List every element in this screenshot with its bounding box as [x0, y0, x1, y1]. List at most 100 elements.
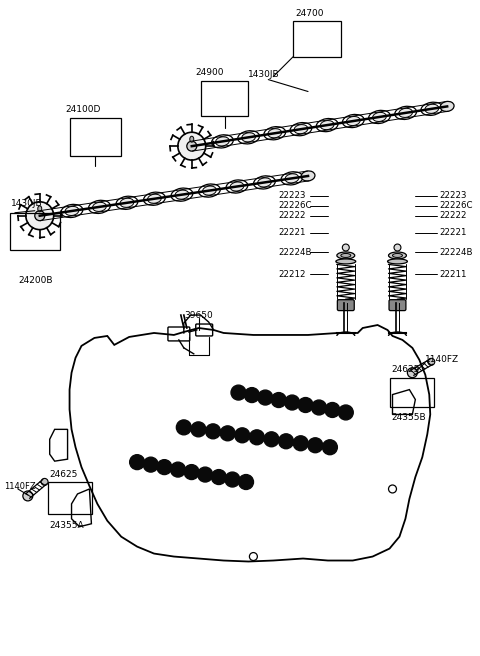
Text: 24100D: 24100D	[66, 105, 101, 114]
Circle shape	[187, 141, 197, 151]
FancyBboxPatch shape	[337, 300, 354, 310]
Circle shape	[278, 434, 294, 449]
Ellipse shape	[387, 259, 408, 264]
Circle shape	[178, 133, 206, 160]
Ellipse shape	[337, 252, 355, 259]
Ellipse shape	[242, 133, 255, 142]
Circle shape	[170, 462, 185, 477]
Text: 1430JB: 1430JB	[11, 199, 43, 209]
Bar	[293, 21, 341, 56]
Circle shape	[244, 388, 259, 403]
Text: 24900: 24900	[196, 68, 224, 77]
Text: 22222: 22222	[439, 211, 467, 220]
Ellipse shape	[425, 104, 439, 113]
Ellipse shape	[268, 129, 282, 138]
Ellipse shape	[258, 178, 271, 187]
Circle shape	[342, 244, 349, 251]
Ellipse shape	[190, 136, 194, 142]
Circle shape	[394, 244, 401, 251]
Circle shape	[312, 400, 326, 415]
Circle shape	[220, 426, 235, 441]
Circle shape	[225, 472, 240, 487]
Bar	[70, 118, 121, 156]
Bar	[48, 482, 93, 514]
Bar	[389, 378, 434, 407]
Text: 22226C: 22226C	[278, 201, 312, 211]
Circle shape	[23, 491, 33, 501]
Circle shape	[293, 436, 308, 451]
Ellipse shape	[388, 252, 407, 259]
Text: 22221: 22221	[439, 228, 467, 237]
Bar	[201, 81, 249, 116]
Text: 22224B: 22224B	[439, 248, 473, 257]
Circle shape	[184, 464, 199, 480]
Ellipse shape	[147, 194, 161, 203]
Circle shape	[298, 398, 313, 413]
Circle shape	[130, 455, 144, 470]
Ellipse shape	[336, 259, 356, 264]
Text: 24200B: 24200B	[18, 276, 52, 285]
Text: 24700: 24700	[295, 9, 324, 18]
Text: 22222: 22222	[278, 211, 306, 220]
Circle shape	[250, 430, 264, 445]
Text: 1430JB: 1430JB	[249, 70, 280, 79]
Text: 24355A: 24355A	[50, 522, 84, 530]
Circle shape	[258, 390, 273, 405]
Circle shape	[285, 395, 300, 410]
Ellipse shape	[347, 117, 360, 125]
Circle shape	[157, 460, 172, 474]
Circle shape	[211, 470, 226, 485]
Circle shape	[41, 478, 48, 485]
Circle shape	[235, 428, 250, 443]
Ellipse shape	[230, 182, 244, 191]
Circle shape	[198, 467, 213, 482]
FancyBboxPatch shape	[389, 300, 406, 310]
Ellipse shape	[285, 174, 299, 183]
Text: 22212: 22212	[278, 270, 306, 279]
Ellipse shape	[399, 108, 412, 117]
Ellipse shape	[203, 186, 216, 195]
Circle shape	[264, 432, 279, 447]
Circle shape	[408, 368, 417, 378]
Text: 24625: 24625	[50, 470, 78, 479]
Circle shape	[338, 405, 353, 420]
Ellipse shape	[320, 121, 334, 130]
Ellipse shape	[65, 207, 79, 215]
Text: 24355B: 24355B	[392, 413, 426, 422]
Circle shape	[26, 202, 54, 230]
Text: 1140FZ: 1140FZ	[4, 482, 36, 491]
Text: 22223: 22223	[439, 192, 467, 200]
Circle shape	[231, 385, 246, 400]
Ellipse shape	[38, 206, 42, 212]
Circle shape	[323, 440, 337, 455]
Text: 22211: 22211	[439, 270, 467, 279]
Ellipse shape	[294, 125, 308, 134]
Circle shape	[325, 403, 340, 417]
Ellipse shape	[175, 190, 189, 199]
Text: 1140FZ: 1140FZ	[425, 356, 459, 364]
Text: 22221: 22221	[278, 228, 306, 237]
Text: 39650: 39650	[184, 310, 213, 319]
Ellipse shape	[301, 171, 315, 181]
Ellipse shape	[216, 137, 229, 146]
Text: 22224B: 22224B	[278, 248, 312, 257]
Circle shape	[191, 422, 206, 437]
Text: 22223: 22223	[278, 192, 306, 200]
Circle shape	[205, 424, 220, 439]
Ellipse shape	[120, 198, 134, 207]
Circle shape	[144, 457, 158, 472]
Circle shape	[176, 420, 192, 435]
Ellipse shape	[393, 253, 402, 257]
Ellipse shape	[440, 102, 454, 112]
Circle shape	[271, 392, 286, 407]
Ellipse shape	[372, 112, 386, 121]
Ellipse shape	[341, 253, 351, 257]
Text: 22226C: 22226C	[439, 201, 473, 211]
Circle shape	[35, 211, 45, 220]
Circle shape	[308, 438, 323, 453]
Bar	[10, 213, 60, 251]
Circle shape	[239, 474, 253, 489]
Circle shape	[428, 358, 435, 365]
Text: 24625: 24625	[392, 365, 420, 374]
Ellipse shape	[93, 202, 107, 211]
